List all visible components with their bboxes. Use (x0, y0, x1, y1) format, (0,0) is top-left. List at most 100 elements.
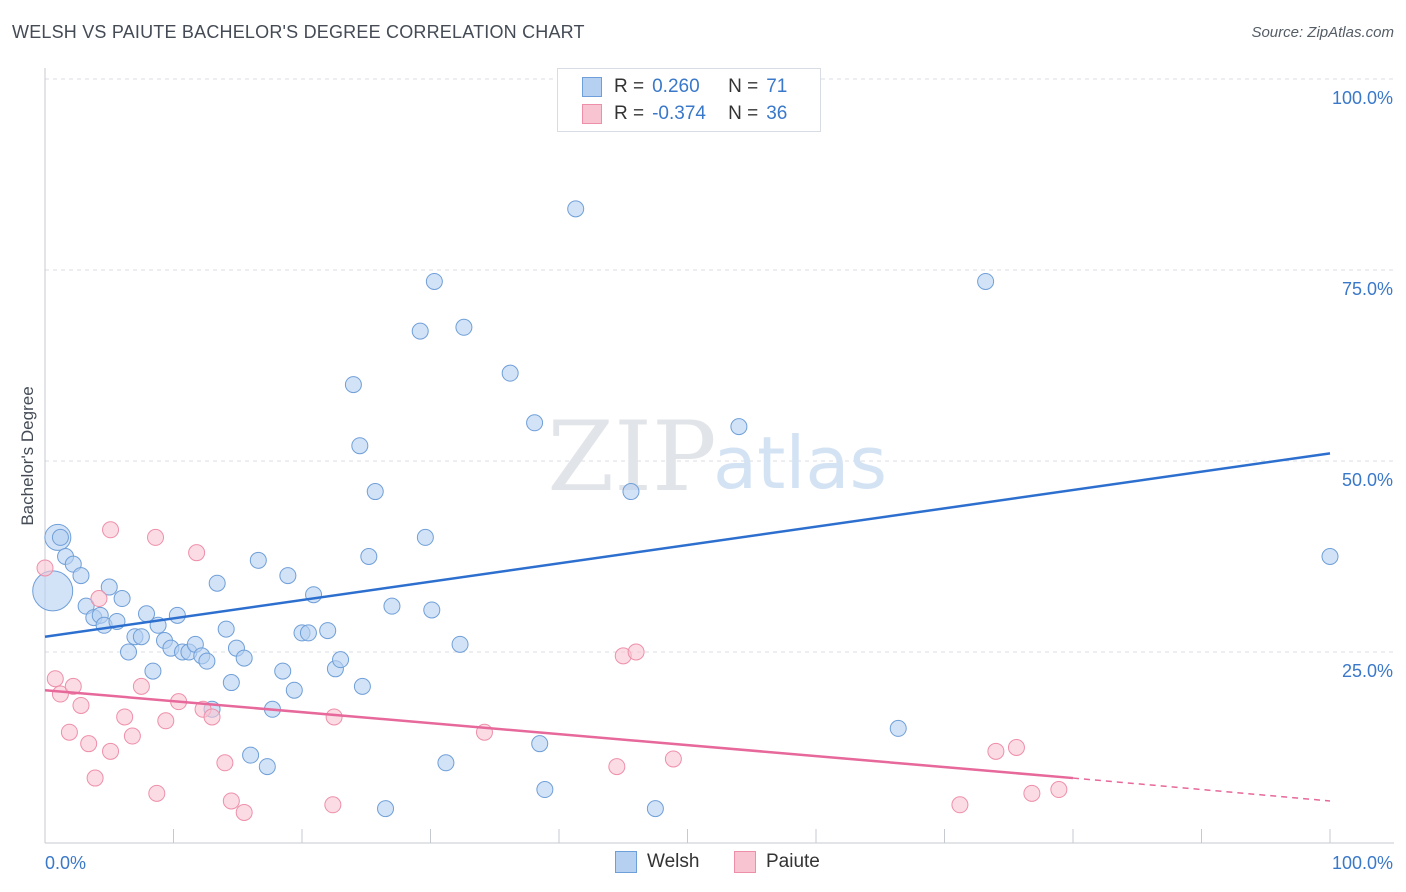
stats-legend: R = 0.260 N = 71 R = -0.374 N = 36 (557, 68, 821, 132)
legend-n-value: 36 (766, 103, 788, 124)
welsh-point (113, 590, 131, 608)
paiute-point (216, 754, 234, 772)
welsh-point (319, 622, 337, 640)
welsh-point (1321, 548, 1339, 565)
paiute-point (1007, 739, 1025, 756)
paiute-trend-extension (1072, 777, 1331, 802)
paiute-point (148, 784, 166, 802)
paiute-point (64, 677, 82, 695)
welsh-point (423, 601, 441, 619)
welsh-point (366, 483, 384, 501)
paiute-point (80, 735, 98, 753)
welsh-point (32, 570, 74, 612)
welsh-point (344, 376, 362, 394)
paiute-point (608, 758, 626, 776)
welsh-point (567, 200, 585, 218)
welsh-point (360, 548, 378, 565)
welsh-point (235, 649, 253, 667)
paiute-point (951, 796, 969, 814)
welsh-point (285, 681, 303, 699)
welsh-point (258, 758, 276, 776)
legend-item-paiute[interactable]: Paiute (734, 851, 820, 873)
axes (44, 68, 1394, 844)
welsh-point (977, 272, 995, 290)
welsh-legend-label: Welsh (647, 851, 700, 872)
paiute-swatch (582, 104, 602, 124)
welsh-point (451, 635, 469, 653)
paiute-point (1023, 784, 1041, 802)
welsh-point (144, 662, 162, 680)
welsh-point (120, 643, 138, 661)
paiute-point (188, 544, 206, 562)
legend-row-paiute: R = -0.374 N = 36 (582, 101, 787, 127)
chart-title: WELSH VS PAIUTE BACHELOR'S DEGREE CORREL… (12, 22, 585, 42)
legend-r-value: -0.374 (652, 103, 706, 124)
welsh-point (383, 597, 401, 615)
legend-n-label: N = (728, 76, 759, 97)
y-tick-label: 75.0% (1342, 279, 1393, 299)
welsh-point (168, 606, 186, 624)
welsh-point (51, 528, 69, 546)
paiute-point (324, 796, 342, 814)
paiute-point (116, 708, 134, 726)
y-tick-label: 50.0% (1342, 470, 1393, 490)
source-credit: Source: ZipAtlas.com (1251, 24, 1394, 41)
x-tick-label: 0.0% (45, 853, 86, 873)
grid (45, 78, 1394, 653)
paiute-point (203, 708, 221, 726)
legend-n-label: N = (728, 103, 759, 124)
paiute-point (123, 727, 141, 745)
legend-r-label: R = (614, 76, 645, 97)
paiute-point (46, 670, 64, 688)
legend-n-value: 71 (766, 76, 788, 97)
legend-item-welsh[interactable]: Welsh (615, 851, 699, 873)
welsh-point (332, 651, 350, 669)
paiute-point (102, 521, 120, 539)
welsh-point (377, 800, 395, 818)
watermark-atlas: atlas (713, 421, 887, 505)
watermark: ZIP atlas (547, 401, 887, 513)
welsh-point (411, 322, 429, 340)
paiute-legend-swatch (734, 851, 756, 873)
paiute-point (1050, 781, 1068, 799)
welsh-point (279, 567, 297, 585)
welsh-point (730, 418, 748, 436)
paiute-point (102, 742, 120, 760)
paiute-point (90, 590, 108, 608)
paiute-point (664, 750, 682, 768)
paiute-point (60, 723, 78, 741)
paiute-point (235, 803, 253, 821)
welsh-point (242, 746, 260, 764)
series-legend: Welsh Paiute (0, 851, 1406, 877)
tick-labels: 100.0% 75.0% 50.0% 25.0% 0.0% 100.0% (45, 88, 1393, 873)
welsh-point (351, 437, 369, 455)
welsh-point (536, 781, 554, 799)
welsh-point (72, 567, 90, 585)
welsh-point (526, 414, 544, 432)
welsh-point (622, 483, 640, 501)
welsh-point (100, 578, 118, 596)
legend-row-welsh: R = 0.260 N = 71 (582, 74, 787, 100)
paiute-point (157, 712, 175, 730)
paiute-point (627, 643, 645, 661)
paiute-trend-line (44, 688, 1074, 780)
welsh-point (353, 677, 371, 695)
legend-r-label: R = (614, 103, 645, 124)
welsh-point (646, 800, 664, 818)
welsh-point (208, 574, 226, 592)
paiute-point (36, 559, 54, 577)
welsh-point (274, 662, 292, 680)
paiute-point (987, 742, 1005, 760)
legend-r-value: 0.260 (652, 76, 700, 97)
welsh-trend-line (44, 452, 1331, 638)
welsh-point (501, 364, 519, 382)
welsh-point (416, 528, 434, 546)
welsh-point (132, 628, 150, 646)
paiute-legend-label: Paiute (766, 851, 820, 872)
welsh-point (299, 624, 317, 642)
trend-lines (44, 452, 1331, 802)
paiute-point (72, 696, 90, 714)
y-tick-label: 25.0% (1342, 661, 1393, 681)
points (32, 200, 1339, 821)
